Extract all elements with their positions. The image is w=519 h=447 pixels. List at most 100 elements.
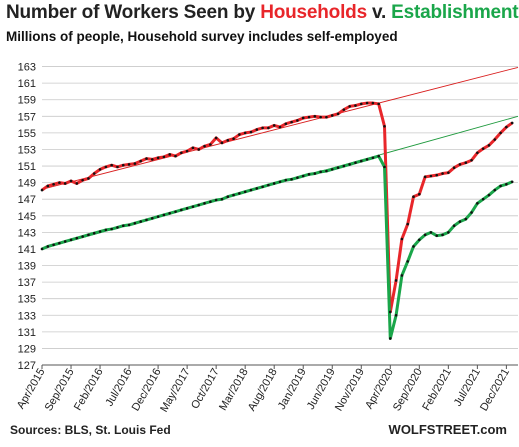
data-point-establishments: [238, 192, 241, 195]
data-point-households: [81, 179, 84, 182]
data-point-establishments: [366, 158, 369, 161]
brand-logo-text: WOLFSTREET.com: [389, 422, 507, 437]
data-point-households: [197, 148, 200, 151]
series-lines: [42, 103, 512, 338]
x-tick-label: Jun/2019: [305, 367, 338, 412]
data-point-households: [70, 180, 73, 183]
data-point-establishments: [372, 156, 375, 159]
data-point-establishments: [261, 185, 264, 188]
data-point-establishments: [250, 189, 253, 192]
data-point-households: [134, 162, 137, 165]
data-point-establishments: [464, 218, 467, 221]
data-point-households: [470, 159, 473, 162]
data-point-households: [383, 125, 386, 128]
data-point-households: [488, 144, 491, 147]
y-tick-label: 141: [18, 244, 36, 256]
data-point-establishments: [337, 166, 340, 169]
data-point-households: [331, 114, 334, 117]
data-point-establishments: [93, 232, 96, 235]
data-point-households: [366, 102, 369, 105]
data-point-households: [250, 131, 253, 134]
data-point-households: [255, 128, 258, 131]
grid-lines: [42, 67, 518, 365]
y-axis: 1271291311331351371391411431451471491511…: [18, 62, 36, 372]
data-point-establishments: [430, 231, 433, 234]
data-point-households: [348, 105, 351, 108]
data-point-households: [174, 155, 177, 158]
data-point-households: [52, 183, 55, 186]
y-tick-label: 147: [18, 194, 36, 206]
y-tick-label: 153: [18, 144, 36, 156]
data-point-establishments: [401, 274, 404, 277]
data-point-establishments: [47, 245, 50, 248]
y-tick-label: 131: [18, 327, 36, 339]
data-point-households: [58, 181, 61, 184]
data-point-households: [267, 127, 270, 130]
data-point-households: [511, 122, 514, 125]
data-point-households: [459, 163, 462, 166]
data-point-households: [122, 164, 125, 167]
data-point-establishments: [412, 245, 415, 248]
data-point-establishments: [105, 229, 108, 232]
data-point-households: [261, 127, 264, 130]
data-point-establishments: [470, 211, 473, 214]
data-point-households: [226, 139, 229, 142]
x-tick-label: Nov/2019: [333, 367, 367, 414]
data-point-households: [424, 176, 427, 179]
data-point-households: [476, 151, 479, 154]
data-point-establishments: [505, 183, 508, 186]
data-point-establishments: [331, 168, 334, 171]
data-point-households: [186, 150, 189, 153]
data-point-households: [273, 124, 276, 127]
data-point-establishments: [99, 230, 102, 233]
data-point-establishments: [64, 240, 67, 243]
data-point-households: [296, 119, 299, 122]
y-tick-label: 157: [18, 111, 36, 123]
y-tick-label: 155: [18, 128, 36, 140]
data-point-households: [221, 142, 224, 145]
data-point-households: [360, 103, 363, 106]
data-point-households: [209, 143, 212, 146]
y-tick-label: 139: [18, 261, 36, 273]
data-point-establishments: [203, 202, 206, 205]
data-point-households: [319, 116, 322, 119]
y-tick-label: 145: [18, 211, 36, 223]
data-point-establishments: [110, 228, 113, 231]
data-point-establishments: [226, 195, 229, 198]
data-point-households: [499, 132, 502, 135]
x-tick-label: Jul/2016: [103, 367, 134, 409]
data-point-establishments: [453, 224, 456, 227]
x-tick-label: Jul/2021: [452, 367, 483, 409]
data-point-establishments: [81, 235, 84, 238]
data-point-households: [116, 166, 119, 169]
data-point-establishments: [325, 170, 328, 173]
data-point-households: [302, 117, 305, 120]
data-point-households: [157, 156, 160, 159]
data-point-households: [47, 185, 50, 188]
x-tick-label: Feb/2021: [420, 367, 454, 413]
data-point-households: [389, 311, 392, 314]
data-point-establishments: [215, 199, 218, 202]
data-point-establishments: [52, 244, 55, 247]
data-point-establishments: [389, 337, 392, 340]
data-point-establishments: [87, 234, 90, 237]
series-line-establishments: [42, 156, 512, 338]
data-point-establishments: [70, 239, 73, 242]
data-point-households: [168, 153, 171, 156]
x-tick-label: Jan/2019: [276, 367, 309, 412]
x-tick-label: Feb/2016: [72, 367, 106, 413]
data-point-establishments: [209, 200, 212, 203]
data-point-households: [215, 137, 218, 140]
data-point-households: [145, 157, 148, 160]
data-point-establishments: [128, 224, 131, 227]
data-point-establishments: [308, 173, 311, 176]
data-point-establishments: [116, 226, 119, 229]
data-point-establishments: [435, 234, 438, 237]
data-point-establishments: [406, 260, 409, 263]
data-point-households: [87, 177, 90, 180]
x-axis: Apr/2015Sep/2015Feb/2016Jul/2016Dec/2016…: [15, 365, 518, 414]
data-point-establishments: [296, 176, 299, 179]
data-point-establishments: [441, 234, 444, 237]
data-point-households: [180, 151, 183, 154]
data-point-establishments: [180, 209, 183, 212]
